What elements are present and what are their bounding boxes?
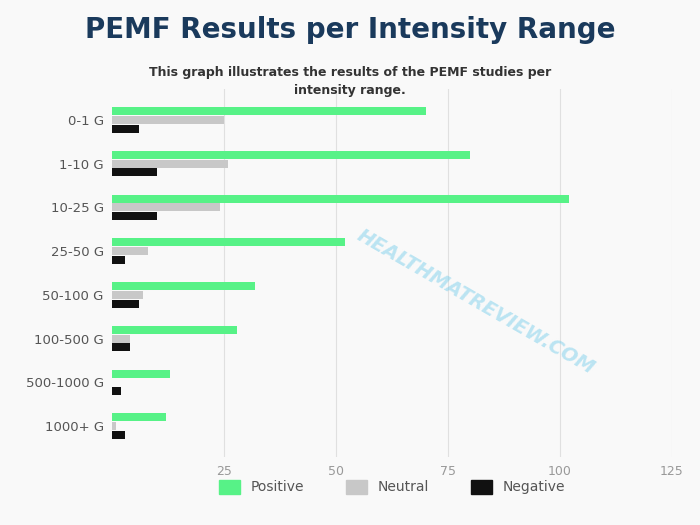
Legend: Positive, Neutral, Negative: Positive, Neutral, Negative xyxy=(212,472,572,501)
Bar xyxy=(112,203,220,211)
Bar xyxy=(112,387,121,395)
Bar xyxy=(112,256,125,264)
Bar xyxy=(112,125,139,132)
Text: HEALTHMATREVIEW.COM: HEALTHMATREVIEW.COM xyxy=(354,226,598,379)
Bar xyxy=(112,107,426,115)
Bar xyxy=(112,195,569,203)
Text: This graph illustrates the results of the PEMF studies per
intensity range.: This graph illustrates the results of th… xyxy=(149,66,551,97)
Bar xyxy=(112,247,148,255)
Bar xyxy=(112,300,139,308)
Bar xyxy=(112,169,157,176)
Bar xyxy=(112,343,130,351)
Bar xyxy=(112,160,228,167)
Bar xyxy=(112,326,237,334)
Bar xyxy=(112,291,144,299)
Bar xyxy=(112,151,470,159)
Bar xyxy=(112,431,125,439)
Text: PEMF Results per Intensity Range: PEMF Results per Intensity Range xyxy=(85,16,615,44)
Bar xyxy=(112,370,170,377)
Bar xyxy=(112,212,157,220)
Bar xyxy=(112,335,130,343)
Bar xyxy=(112,282,256,290)
Bar xyxy=(112,238,345,246)
Bar xyxy=(112,116,224,124)
Bar xyxy=(112,422,116,430)
Bar xyxy=(112,414,166,421)
